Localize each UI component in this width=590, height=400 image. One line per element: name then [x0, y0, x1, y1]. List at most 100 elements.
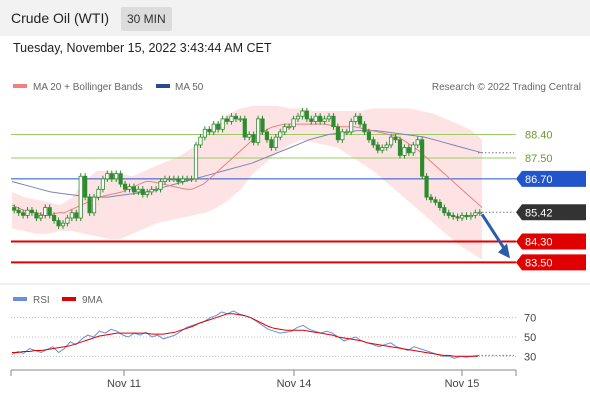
- rsi-tick-50: 50: [524, 332, 536, 344]
- candle-body: [87, 196, 92, 214]
- candle-body: [154, 188, 159, 191]
- candle-body: [477, 211, 482, 214]
- rsi-ma-legend-label: 9MA: [82, 295, 103, 306]
- candle-body: [114, 173, 119, 180]
- candle-body: [122, 183, 128, 190]
- candle-body: [282, 126, 287, 133]
- candle-body: [202, 128, 207, 138]
- candle-body: [127, 186, 132, 190]
- candle-body: [318, 115, 323, 122]
- candle-body: [162, 178, 168, 182]
- candle-body: [247, 134, 252, 138]
- instrument-title: Crude Oil (WTI): [11, 10, 109, 26]
- candle-body: [105, 173, 110, 180]
- candle-body: [109, 173, 114, 180]
- candle-body: [357, 115, 363, 125]
- candle-body: [242, 118, 247, 138]
- rsi-ma-legend-swatch: [62, 297, 76, 301]
- candle-body: [331, 115, 336, 128]
- candle-body: [145, 191, 150, 195]
- candle-body: [309, 118, 314, 122]
- candle-body: [455, 216, 460, 219]
- candle-body: [340, 131, 345, 141]
- candle-body: [428, 196, 434, 201]
- candle-body: [344, 131, 349, 134]
- candle-body: [78, 175, 83, 219]
- level-value-83.50: 83.50: [525, 257, 553, 269]
- candle-body: [34, 212, 39, 219]
- rsi-legend-swatch: [13, 297, 27, 301]
- level-tag-84.30: [516, 233, 586, 250]
- candle-body: [393, 136, 398, 141]
- candle-body: [264, 131, 270, 141]
- candle-body: [171, 178, 176, 181]
- candle-body: [185, 178, 190, 181]
- candle-body: [473, 212, 478, 216]
- candle-body: [158, 181, 163, 190]
- header-bar: Crude Oil (WTI) 30 MIN: [0, 0, 590, 36]
- level-tag-86.70: [516, 170, 586, 187]
- candle-body: [402, 147, 407, 156]
- candle-body: [371, 139, 376, 146]
- rsi-ma-line: [12, 313, 478, 357]
- candle-body: [322, 118, 327, 122]
- candle-body: [20, 212, 26, 216]
- candle-body: [384, 144, 389, 148]
- candle-body: [353, 115, 358, 122]
- candle-body: [65, 217, 70, 224]
- candle-body: [251, 134, 256, 143]
- candle-body: [176, 178, 181, 182]
- candle-body: [255, 118, 261, 143]
- candle-body: [415, 139, 420, 146]
- candle-body: [362, 123, 367, 133]
- candle-body: [269, 139, 274, 148]
- candle-body: [304, 110, 309, 120]
- candle-body: [220, 118, 225, 130]
- candle-body: [167, 178, 172, 181]
- ma50-legend-swatch: [156, 84, 170, 88]
- candle-body: [287, 126, 292, 129]
- candle-body: [207, 128, 212, 133]
- candle-body: [260, 118, 265, 133]
- candle-body: [291, 118, 296, 128]
- candle-body: [96, 188, 101, 198]
- candle-body: [424, 175, 429, 198]
- candle-body: [349, 121, 354, 133]
- candle-body: [451, 214, 456, 218]
- candle-body: [38, 214, 43, 219]
- level-tag-83.50: [516, 254, 586, 271]
- candle-body: [411, 144, 416, 154]
- candle-body: [366, 131, 372, 141]
- candle-body: [74, 212, 79, 219]
- ma50-legend-label: MA 50: [175, 82, 204, 93]
- candle-body: [100, 178, 105, 190]
- candle-body: [375, 144, 380, 151]
- candle-body: [437, 201, 442, 208]
- x-tick-label: Nov 11: [107, 378, 141, 390]
- rsi-tick-70: 70: [524, 313, 536, 325]
- candle-body: [433, 199, 438, 203]
- candle-body: [56, 220, 61, 227]
- candle-body: [397, 139, 403, 156]
- candle-body: [47, 207, 52, 216]
- candle-body: [420, 139, 425, 177]
- interval-selector[interactable]: 30 MIN: [121, 7, 172, 31]
- timestamp: Tuesday, November 15, 2022 3:43:44 AM CE…: [13, 41, 272, 55]
- candle-body: [140, 188, 145, 195]
- candle-body: [389, 136, 394, 146]
- candle-body: [29, 209, 35, 214]
- level-value-88.40: 88.40: [525, 130, 553, 142]
- ma20-legend-label: MA 20 + Bollinger Bands: [33, 82, 143, 93]
- candle-body: [12, 207, 17, 211]
- forecast-arrow-shaft: [480, 213, 508, 253]
- ma20-legend-swatch: [13, 84, 27, 88]
- candle-body: [189, 178, 194, 181]
- bollinger-band: [12, 105, 482, 260]
- level-value-86.70: 86.70: [525, 174, 553, 186]
- x-tick-label: Nov 15: [445, 378, 480, 390]
- rsi-legend-label: RSI: [33, 295, 50, 306]
- candle-body: [238, 118, 243, 121]
- candle-body: [91, 196, 97, 214]
- candle-body: [459, 214, 465, 219]
